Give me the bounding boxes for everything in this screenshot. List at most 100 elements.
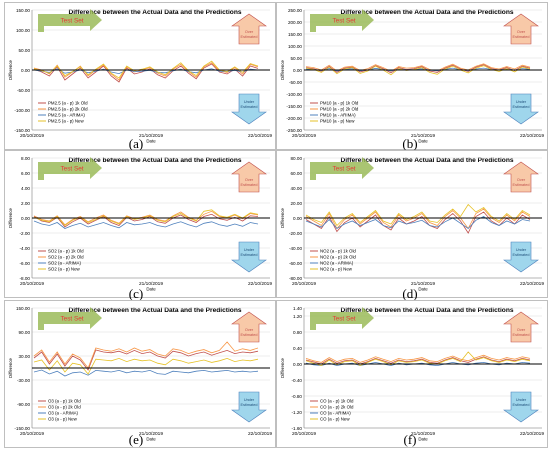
test-set-arrow [310, 9, 374, 32]
series-line [33, 349, 259, 371]
y-tick-label: 80.00 [291, 156, 303, 161]
legend-entry: NO2 (a - p) New [320, 267, 353, 272]
y-tick-label: 0.80 [293, 330, 302, 335]
y-tick-label: 100.00 [288, 44, 302, 49]
test-set-label: Test Set [332, 166, 355, 173]
y-tick-label: 200.00 [288, 20, 302, 25]
y-tick-label: -6.00 [20, 261, 31, 266]
y-tick-label: 50.00 [291, 56, 303, 61]
legend-entry: SO2 (a - p) 2k Old [48, 255, 84, 260]
y-tick-label: -50.00 [17, 88, 30, 93]
y-tick-label: 0.00 [21, 68, 30, 73]
over-estimated-label: Estimated [513, 183, 530, 187]
x-tick-label: 22/10/2019 [248, 281, 272, 287]
series-line [33, 220, 259, 229]
y-tick-label: -50.00 [289, 80, 302, 85]
y-tick-label: -100.00 [14, 108, 30, 113]
over-estimated-label: Over [517, 178, 526, 182]
x-tick-label: 20/10/2019 [20, 281, 44, 287]
over-estimated-label: Estimated [513, 35, 530, 39]
y-tick-label: -80.00 [289, 276, 302, 281]
x-tick-label: 21/10/2019 [411, 133, 435, 139]
panel-label: (b) [402, 136, 418, 151]
y-tick-label: 6.00 [21, 171, 30, 176]
y-tick-label: -60.00 [289, 261, 302, 266]
x-tick-label: 20/10/2019 [20, 431, 44, 437]
x-tick-label: 21/10/2019 [139, 133, 163, 139]
over-estimated-label: Over [245, 178, 254, 182]
test-set-label: Test Set [60, 18, 83, 25]
chart-svg: Difference between the Actual Data and t… [4, 300, 276, 448]
under-estimated-label: Under [516, 398, 527, 402]
chart-title: Difference between the Actual Data and t… [68, 157, 241, 164]
under-estimated-label: Estimated [513, 105, 530, 109]
legend-entry: PM2.5 (a - p) 1k Old [48, 101, 88, 106]
series-line [305, 63, 531, 72]
y-tick-label: 40.00 [291, 186, 303, 191]
legend-entry: O3 (a - p) 1k Old [48, 399, 81, 404]
under-estimated-label: Estimated [513, 253, 530, 257]
legend-entry: PM10 (a - p) New [320, 119, 355, 124]
chart-svg: Difference between the Actual Data and t… [276, 150, 548, 298]
y-tick-label: -30.00 [17, 378, 30, 383]
chart-title: Difference between the Actual Data and t… [340, 307, 513, 314]
legend-entry: O3 (a - p) 2k Old [48, 405, 81, 410]
y-tick-label: -100.00 [286, 92, 302, 97]
legend-entry: PM10 (a - ARIMA) [320, 113, 356, 118]
test-set-arrow [38, 9, 102, 32]
legend-entry: SO2 (a - ARIMA) [48, 261, 81, 266]
x-tick-label: 22/10/2019 [248, 431, 272, 437]
test-set-arrow [38, 307, 102, 330]
chart-svg: Difference between the Actual Data and t… [276, 300, 548, 448]
legend-entry: PM2.5 (a - ARIMA) [48, 113, 85, 118]
under-estimated-label: Estimated [513, 403, 530, 407]
y-tick-label: 250.00 [288, 8, 302, 13]
y-axis-label: Difference [280, 357, 285, 377]
under-estimated-label: Under [244, 248, 255, 252]
y-axis-label: Difference [8, 207, 13, 227]
y-tick-label: 90.00 [19, 330, 31, 335]
y-tick-label: 0.00 [293, 68, 302, 73]
y-tick-label: -20.00 [289, 231, 302, 236]
test-set-label: Test Set [60, 316, 83, 323]
y-axis-label: Difference [280, 59, 285, 79]
legend-entry: CO (a - p) 1k Old [320, 399, 354, 404]
chart-svg: Difference between the Actual Data and t… [4, 150, 276, 298]
y-tick-label: 0.00 [21, 216, 30, 221]
y-tick-label: -2.00 [20, 231, 31, 236]
series-line [33, 369, 259, 377]
y-tick-label: 0.00 [293, 216, 302, 221]
x-tick-label: 21/10/2019 [139, 281, 163, 287]
x-tick-label: 22/10/2019 [520, 133, 544, 139]
y-tick-label: 0.40 [293, 346, 302, 351]
y-tick-label: -0.80 [292, 394, 303, 399]
y-tick-label: -40.00 [289, 246, 302, 251]
legend-entry: CO (a - p) 2k Old [320, 405, 354, 410]
x-tick-label: 21/10/2019 [411, 431, 435, 437]
over-estimated-arrow [503, 161, 539, 193]
under-estimated-label: Under [516, 100, 527, 104]
y-tick-label: -200.00 [286, 116, 302, 121]
chart-frame [276, 300, 548, 448]
x-tick-label: 22/10/2019 [520, 281, 544, 287]
chart-svg: Difference between the Actual Data and t… [4, 2, 276, 150]
y-tick-label: 150.00 [288, 32, 302, 37]
x-tick-label: 20/10/2019 [292, 133, 316, 139]
test-set-arrow [38, 157, 102, 180]
legend-entry: PM2.5 (a - p) New [48, 119, 84, 124]
under-estimated-arrow [231, 93, 267, 125]
y-tick-label: -8.00 [20, 276, 31, 281]
over-estimated-arrow [231, 311, 267, 343]
y-tick-label: 2.00 [21, 201, 30, 206]
y-tick-label: 0.00 [293, 362, 302, 367]
y-tick-label: 60.00 [291, 171, 303, 176]
x-axis-label: Date [146, 287, 156, 292]
chart-frame [276, 2, 548, 150]
under-estimated-arrow [231, 241, 267, 273]
series-line [305, 354, 531, 363]
test-set-label: Test Set [332, 316, 355, 323]
x-tick-label: 20/10/2019 [20, 133, 44, 139]
legend-entry: CO (a - p) New [320, 417, 350, 422]
y-tick-label: 150.00 [16, 306, 30, 311]
x-tick-label: 22/10/2019 [520, 431, 544, 437]
